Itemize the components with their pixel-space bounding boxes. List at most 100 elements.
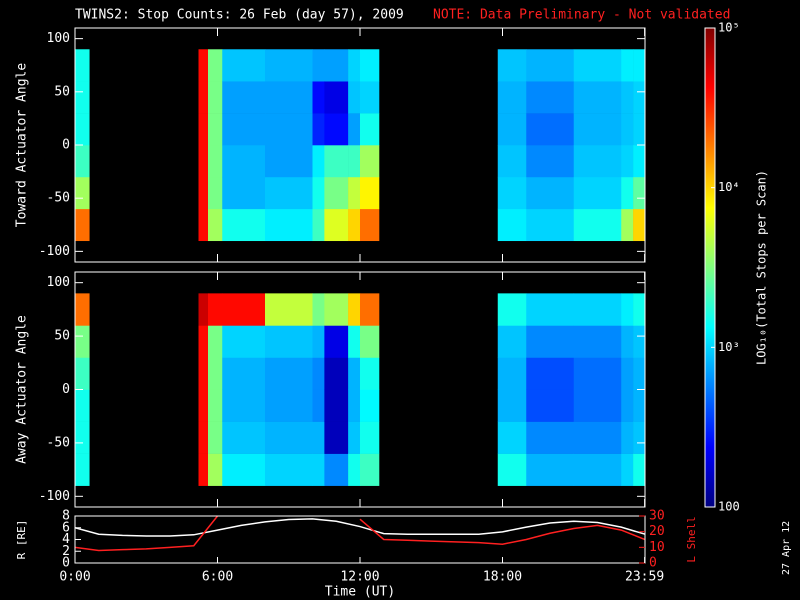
heatmap-cell [312,208,325,242]
heatmap-cell [497,293,527,326]
heatmap-cell [360,81,380,114]
heatmap-cell [348,145,361,178]
heatmap-cell [573,293,622,326]
heatmap-cell [633,208,646,242]
heatmap-cell [621,325,634,358]
heatmap-cell [265,357,313,390]
heatmap-cell [360,208,380,242]
heatmap-cell [526,389,575,422]
heatmap-cell [526,293,575,326]
heatmap-cell [324,325,349,358]
heatmap-cell [198,49,209,82]
heatmap-cell [324,208,349,242]
x-tick-label: 12:00 [340,570,379,585]
x-tick-label: 0:00 [59,570,90,585]
series-line [75,518,645,537]
x-tick-label: 23:59 [625,570,664,585]
heatmap-cell [75,49,90,82]
heatmap-cell [222,293,266,326]
heatmap-cell [348,421,361,454]
heatmap-cell [360,145,380,178]
heatmap-cell [265,293,313,326]
heatmap-cell [633,293,646,326]
heatmap-cell [324,293,349,326]
heatmap-cell [360,325,380,358]
y-tick-label: -50 [47,435,70,450]
heatmap-cell [621,357,634,390]
heatmap-cell [75,81,90,114]
heatmap-cell [208,176,223,210]
heatmap-cell [75,293,90,326]
heatmap-cell [621,293,634,326]
heatmap-cell [526,81,575,114]
heatmap-cell [208,145,223,178]
heatmap-cell [348,453,361,486]
heatmap-cell [348,113,361,146]
y-tick-label: -100 [39,244,70,259]
heatmap-cell [573,176,622,210]
heatmap-cell [312,145,325,178]
heatmap-cell [222,389,266,422]
heatmap-cell [198,421,209,454]
heatmap-cell [633,145,646,178]
heatmap-cell [75,453,90,486]
heatmap-cell [497,81,527,114]
y2-tick-label: 0 [649,556,657,571]
heatmap-cell [573,325,622,358]
heatmap-cell [526,325,575,358]
heatmap-cell [360,176,380,210]
heatmap-cell [222,453,266,486]
heatmap-cell [348,389,361,422]
x-tick-label: 6:00 [202,570,233,585]
heatmap-cell [265,389,313,422]
heatmap-cell [198,325,209,358]
heatmap-cell [633,389,646,422]
heatmap-cell [75,325,90,358]
y2-tick-label: 10 [649,540,665,555]
heatmap-cell [621,421,634,454]
heatmap-cell [75,389,90,422]
heatmap-cell [573,208,622,242]
colorbar-tick-label: 10³ [718,340,740,354]
heatmap-cell [198,145,209,178]
y-tick-label: 100 [47,31,70,46]
heatmap-cell [360,293,380,326]
heatmap-cell [312,176,325,210]
heatmap-cell [621,145,634,178]
heatmap-cell [360,421,380,454]
heatmap-cell [348,176,361,210]
y-tick-label: 8 [62,509,70,524]
heatmap-cell [633,357,646,390]
heatmap-cell [324,421,349,454]
heatmap-cell [208,81,223,114]
y-tick-label: -50 [47,191,70,206]
heatmap-cell [208,113,223,146]
heatmap-cell [208,293,223,326]
heatmap-cell [360,389,380,422]
heatmap-cell [573,453,622,486]
y-tick-label: 2 [62,544,70,559]
heatmap-cell [222,325,266,358]
heatmap-cell [208,389,223,422]
heatmap-cell [621,176,634,210]
heatmap-cell [621,81,634,114]
heatmap-cell [633,453,646,486]
y-tick-label: 0 [62,556,70,571]
heatmap-cell [265,325,313,358]
heatmap-cell [633,176,646,210]
colorbar-label: LOG₁₀(Total Stops per Scan) [755,170,769,365]
heatmap-cell [265,113,313,146]
heatmap-cell [573,49,622,82]
heatmap-cell [312,325,325,358]
heatmap-cell [573,113,622,146]
heatmap-cell [324,176,349,210]
heatmap-cell [222,113,266,146]
heatmap-cell [75,176,90,210]
y-tick-label: 4 [62,532,70,547]
heatmap-cell [265,421,313,454]
y2-tick-label: 30 [649,509,665,524]
colorbar-tick-label: 100 [718,500,740,514]
heatmap-cell [198,389,209,422]
heatmap-cell [208,421,223,454]
